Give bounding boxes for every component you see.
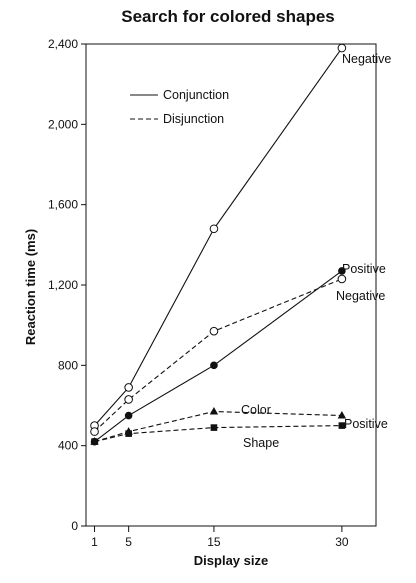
series-label: Color xyxy=(241,403,271,417)
data-point-disjunction-negative xyxy=(90,427,99,436)
x-tick-label: 5 xyxy=(125,535,132,549)
legend-label-disjunction: Disjunction xyxy=(163,112,224,126)
y-tick-label: 1,600 xyxy=(48,198,78,212)
data-point-disjunction-negative xyxy=(124,395,133,404)
series-label: Negative xyxy=(342,52,391,66)
series-label: Positive xyxy=(342,262,386,276)
y-tick-label: 400 xyxy=(58,439,78,453)
data-point-conjunction-negative xyxy=(124,383,133,392)
x-axis-title: Display size xyxy=(194,553,268,568)
legend-label-conjunction: Conjunction xyxy=(163,88,229,102)
data-point-disjunction-shape xyxy=(338,422,346,429)
y-tick-label: 2,000 xyxy=(48,117,78,131)
series-label: Negative xyxy=(336,289,385,303)
data-point-conjunction-positive xyxy=(210,361,218,370)
x-tick-label: 30 xyxy=(335,535,349,549)
y-tick-label: 2,400 xyxy=(48,37,78,51)
chart-title: Search for colored shapes xyxy=(121,7,335,26)
series-line-conjunction-negative xyxy=(94,47,343,426)
series-line-disjunction-shape xyxy=(94,425,342,443)
data-point-disjunction-shape xyxy=(125,430,132,437)
data-point-conjunction-negative xyxy=(337,43,347,53)
x-tick-label: 15 xyxy=(207,535,221,549)
y-tick-label: 0 xyxy=(71,519,78,533)
data-point-conjunction-negative xyxy=(209,224,219,234)
x-tick-label: 1 xyxy=(91,535,98,549)
series-line-conjunction-positive xyxy=(94,270,343,443)
data-point-disjunction-color xyxy=(209,407,219,415)
plot-frame xyxy=(85,43,377,527)
data-point-disjunction-negative xyxy=(209,326,219,336)
data-point-conjunction-positive xyxy=(338,267,346,275)
data-point-disjunction-shape xyxy=(91,438,98,445)
disjunction-positive-annotation: Positive xyxy=(344,417,388,431)
data-point-disjunction-negative xyxy=(337,274,347,284)
y-axis-title: Reaction time (ms) xyxy=(23,229,38,345)
series-line-disjunction-color xyxy=(94,410,342,443)
series-line-disjunction-negative xyxy=(94,278,343,433)
data-point-conjunction-positive xyxy=(124,411,133,420)
data-point-disjunction-color xyxy=(337,411,347,419)
y-tick-label: 800 xyxy=(58,358,78,372)
y-tick-label: 1,200 xyxy=(48,278,78,292)
series-label: Shape xyxy=(243,436,279,450)
data-point-disjunction-shape xyxy=(210,424,218,431)
